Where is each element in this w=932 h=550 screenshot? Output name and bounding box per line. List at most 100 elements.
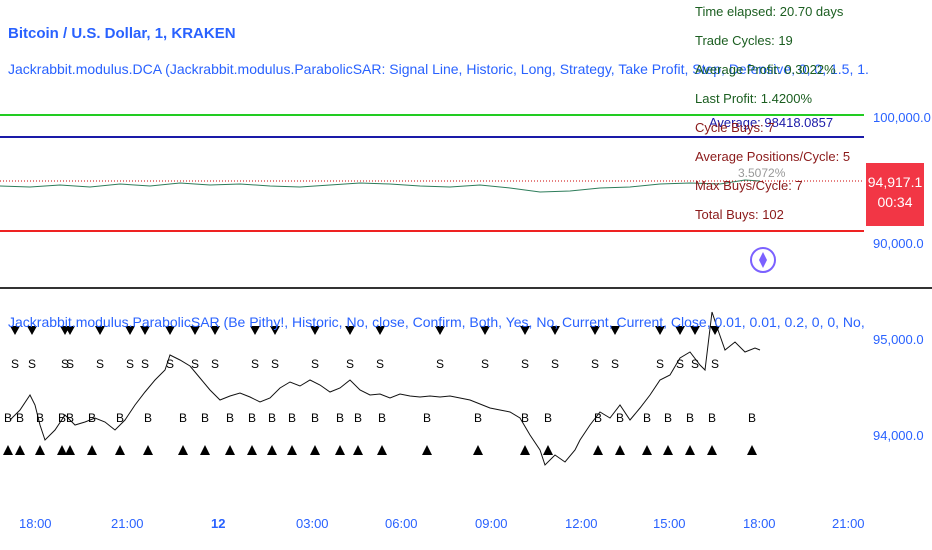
stat-trade-cycles: Trade Cycles: 19: [695, 33, 793, 48]
buy-arrow-marker: [663, 445, 673, 455]
buy-arrow-marker: [377, 445, 387, 455]
sell-arrow-marker: [165, 326, 175, 335]
x-axis-label: 15:00: [653, 516, 686, 531]
sell-signal-label: S: [376, 357, 384, 371]
sell-signal-label: S: [141, 357, 149, 371]
sell-signal-label: S: [311, 357, 319, 371]
buy-arrow-marker: [143, 445, 153, 455]
sell-signal-label: S: [691, 357, 699, 371]
sell-arrow-marker: [610, 326, 620, 335]
buy-arrow-marker: [57, 445, 67, 455]
sell-arrow-marker: [65, 326, 75, 335]
stat-average-profit: Average Profit: 0.3022%: [695, 62, 836, 77]
sell-arrow-marker: [345, 326, 355, 335]
sell-arrow-marker: [655, 326, 665, 335]
sell-signal-label: S: [611, 357, 619, 371]
buy-signal-label: B: [544, 411, 552, 425]
sar-signal-markers: S S SS S S S S S S S S S S S S S S S S S S S S SB B B B B B B B B B B B B B B…: [3, 326, 757, 455]
buy-arrow-marker: [247, 445, 257, 455]
sell-signal-label: S: [481, 357, 489, 371]
buy-signal-label: B: [179, 411, 187, 425]
x-axis-label: 21:00: [111, 516, 144, 531]
buy-arrow-marker: [310, 445, 320, 455]
buy-signal-label: B: [616, 411, 624, 425]
sell-arrow-marker: [675, 326, 685, 335]
buy-signal-label: B: [748, 411, 756, 425]
y-axis-label-95000: 95,000.0: [873, 332, 924, 347]
buy-signal-label: B: [268, 411, 276, 425]
stat-average-positions: Average Positions/Cycle: 5: [695, 149, 851, 164]
tradingview-logo-icon[interactable]: [750, 247, 776, 273]
sell-signal-label: S: [346, 357, 354, 371]
buy-signal-label: B: [664, 411, 672, 425]
sell-signal-label: S: [11, 357, 19, 371]
stat-cycle-buys: Cycle Buys: 7: [695, 120, 775, 135]
buy-arrow-marker: [335, 445, 345, 455]
x-axis-label: 12: [211, 516, 226, 531]
sell-signal-label: S: [591, 357, 599, 371]
x-axis-label: 18:00: [743, 516, 776, 531]
y-axis-label-100000: 100,000.0: [873, 110, 931, 125]
buy-arrow-marker: [115, 445, 125, 455]
stat-last-profit: Last Profit: 1.4200%: [695, 91, 813, 106]
upper-price-series: [0, 179, 761, 193]
buy-signal-label: B: [521, 411, 529, 425]
buy-arrow-marker: [267, 445, 277, 455]
buy-signal-label: B: [144, 411, 152, 425]
buy-signal-label: B: [378, 411, 386, 425]
buy-signal-label: B: [36, 411, 44, 425]
buy-signal-label: B: [226, 411, 234, 425]
sell-arrow-marker: [190, 326, 200, 335]
stat-time-elapsed: Time elapsed: 20.70 days: [695, 4, 844, 19]
sell-signal-label: S: [61, 357, 69, 371]
sell-arrow-marker: [140, 326, 150, 335]
buy-signal-label: B: [594, 411, 602, 425]
sell-arrow-marker: [125, 326, 135, 335]
sell-signal-label: S: [251, 357, 259, 371]
buy-arrow-marker: [642, 445, 652, 455]
sell-arrow-marker: [520, 326, 530, 335]
dca-indicator-label[interactable]: Jackrabbit.modulus.DCA (Jackrabbit.modul…: [8, 61, 868, 77]
x-axis-label: 12:00: [565, 516, 598, 531]
buy-arrow-marker: [685, 445, 695, 455]
sell-signal-label: S: [191, 357, 199, 371]
buy-arrow-marker: [422, 445, 432, 455]
buy-signal-label: B: [201, 411, 209, 425]
sell-arrow-marker: [310, 326, 320, 335]
buy-arrow-marker: [3, 445, 13, 455]
stat-max-buys: Max Buys/Cycle: 7: [695, 178, 803, 193]
buy-signal-label: B: [643, 411, 651, 425]
sell-arrow-marker: [590, 326, 600, 335]
sell-signal-label: S: [656, 357, 664, 371]
buy-signal-label: B: [4, 411, 12, 425]
chart-symbol-title[interactable]: Bitcoin / U.S. Dollar, 1, KRAKEN: [8, 25, 236, 42]
x-axis-label: 21:00: [832, 516, 865, 531]
sell-signal-label: S: [96, 357, 104, 371]
sell-signal-label: S: [436, 357, 444, 371]
buy-signal-label: B: [708, 411, 716, 425]
sell-arrow-marker: [210, 326, 220, 335]
buy-arrow-marker: [520, 445, 530, 455]
buy-arrow-marker: [200, 445, 210, 455]
buy-arrow-marker: [473, 445, 483, 455]
buy-arrow-marker: [353, 445, 363, 455]
x-axis-label: 06:00: [385, 516, 418, 531]
buy-arrow-marker: [615, 445, 625, 455]
sell-arrow-marker: [10, 326, 20, 335]
price-badge-countdown: 00:34: [877, 194, 913, 210]
buy-arrow-marker: [707, 445, 717, 455]
x-axis-label: 03:00: [296, 516, 329, 531]
buy-arrow-marker: [35, 445, 45, 455]
sell-signal-label: S: [166, 357, 174, 371]
sell-signal-label: S: [551, 357, 559, 371]
buy-signal-label: B: [58, 411, 66, 425]
sell-arrow-marker: [480, 326, 490, 335]
sell-arrow-marker: [550, 326, 560, 335]
buy-signal-label: B: [311, 411, 319, 425]
sell-arrow-marker: [435, 326, 445, 335]
buy-signal-label: B: [474, 411, 482, 425]
buy-arrow-marker: [87, 445, 97, 455]
sar-indicator-label[interactable]: Jackrabbit.modulus.ParabolicSAR (Be Pith…: [8, 314, 868, 330]
y-axis-label-94000: 94,000.0: [873, 428, 924, 443]
